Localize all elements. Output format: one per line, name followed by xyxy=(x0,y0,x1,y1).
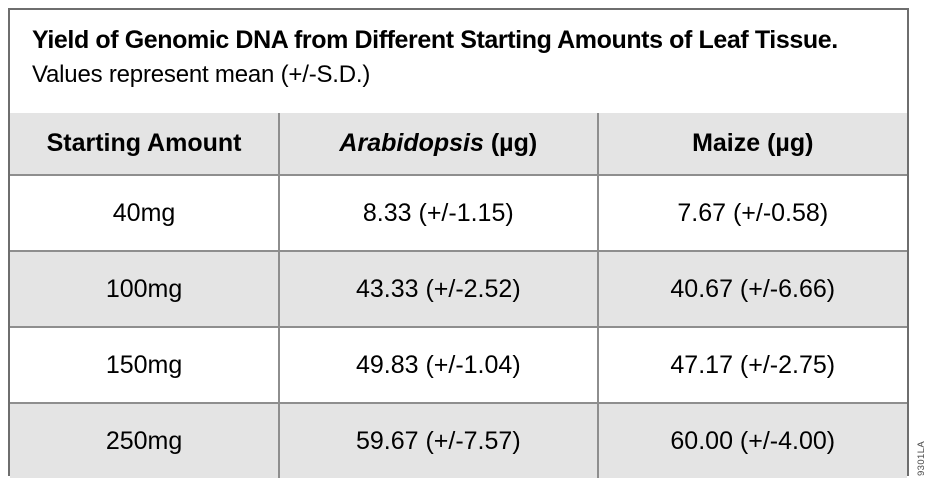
table-row: 250mg 59.67 (+/-7.57) 60.00 (+/-4.00) xyxy=(10,402,907,478)
cell-starting-amount: 100mg xyxy=(10,250,281,328)
table-row: 150mg 49.83 (+/-1.04) 47.17 (+/-2.75) xyxy=(10,326,907,404)
title-block: Yield of Genomic DNA from Different Star… xyxy=(10,10,907,113)
cell-arabidopsis-yield: 8.33 (+/-1.15) xyxy=(278,174,599,252)
cell-arabidopsis-yield: 49.83 (+/-1.04) xyxy=(278,326,599,404)
column-header-label: Maize (µg) xyxy=(692,129,814,157)
column-header-arabidopsis: Arabidopsis (µg) xyxy=(278,113,599,176)
figure-title: Yield of Genomic DNA from Different Star… xyxy=(32,26,838,54)
dna-yield-table: Starting Amount Arabidopsis (µg) Maize (… xyxy=(10,113,907,478)
cell-starting-amount: 150mg xyxy=(10,326,281,404)
cell-maize-yield: 40.67 (+/-6.66) xyxy=(596,250,907,328)
column-header-maize: Maize (µg) xyxy=(596,113,907,176)
cell-starting-amount: 250mg xyxy=(10,402,281,478)
header-row: Starting Amount Arabidopsis (µg) Maize (… xyxy=(10,113,907,176)
figure-subtitle: Values represent mean (+/-S.D.) xyxy=(32,61,371,89)
cell-starting-amount: 40mg xyxy=(10,174,281,252)
column-header-label: Starting Amount xyxy=(46,129,242,157)
figure-panel: Yield of Genomic DNA from Different Star… xyxy=(8,8,909,478)
column-header-unit: (µg) xyxy=(483,129,538,157)
cell-maize-yield: 47.17 (+/-2.75) xyxy=(596,326,907,404)
column-header-species-italic: Arabidopsis xyxy=(339,129,484,157)
cell-arabidopsis-yield: 43.33 (+/-2.52) xyxy=(278,250,599,328)
column-header-starting-amount: Starting Amount xyxy=(10,113,281,176)
cell-maize-yield: 60.00 (+/-4.00) xyxy=(596,402,907,478)
cell-arabidopsis-yield: 59.67 (+/-7.57) xyxy=(278,402,599,478)
figure-id-code: 9301LA xyxy=(916,440,927,476)
table-row: 100mg 43.33 (+/-2.52) 40.67 (+/-6.66) xyxy=(10,250,907,328)
table-row: 40mg 8.33 (+/-1.15) 7.67 (+/-0.58) xyxy=(10,174,907,252)
cell-maize-yield: 7.67 (+/-0.58) xyxy=(596,174,907,252)
